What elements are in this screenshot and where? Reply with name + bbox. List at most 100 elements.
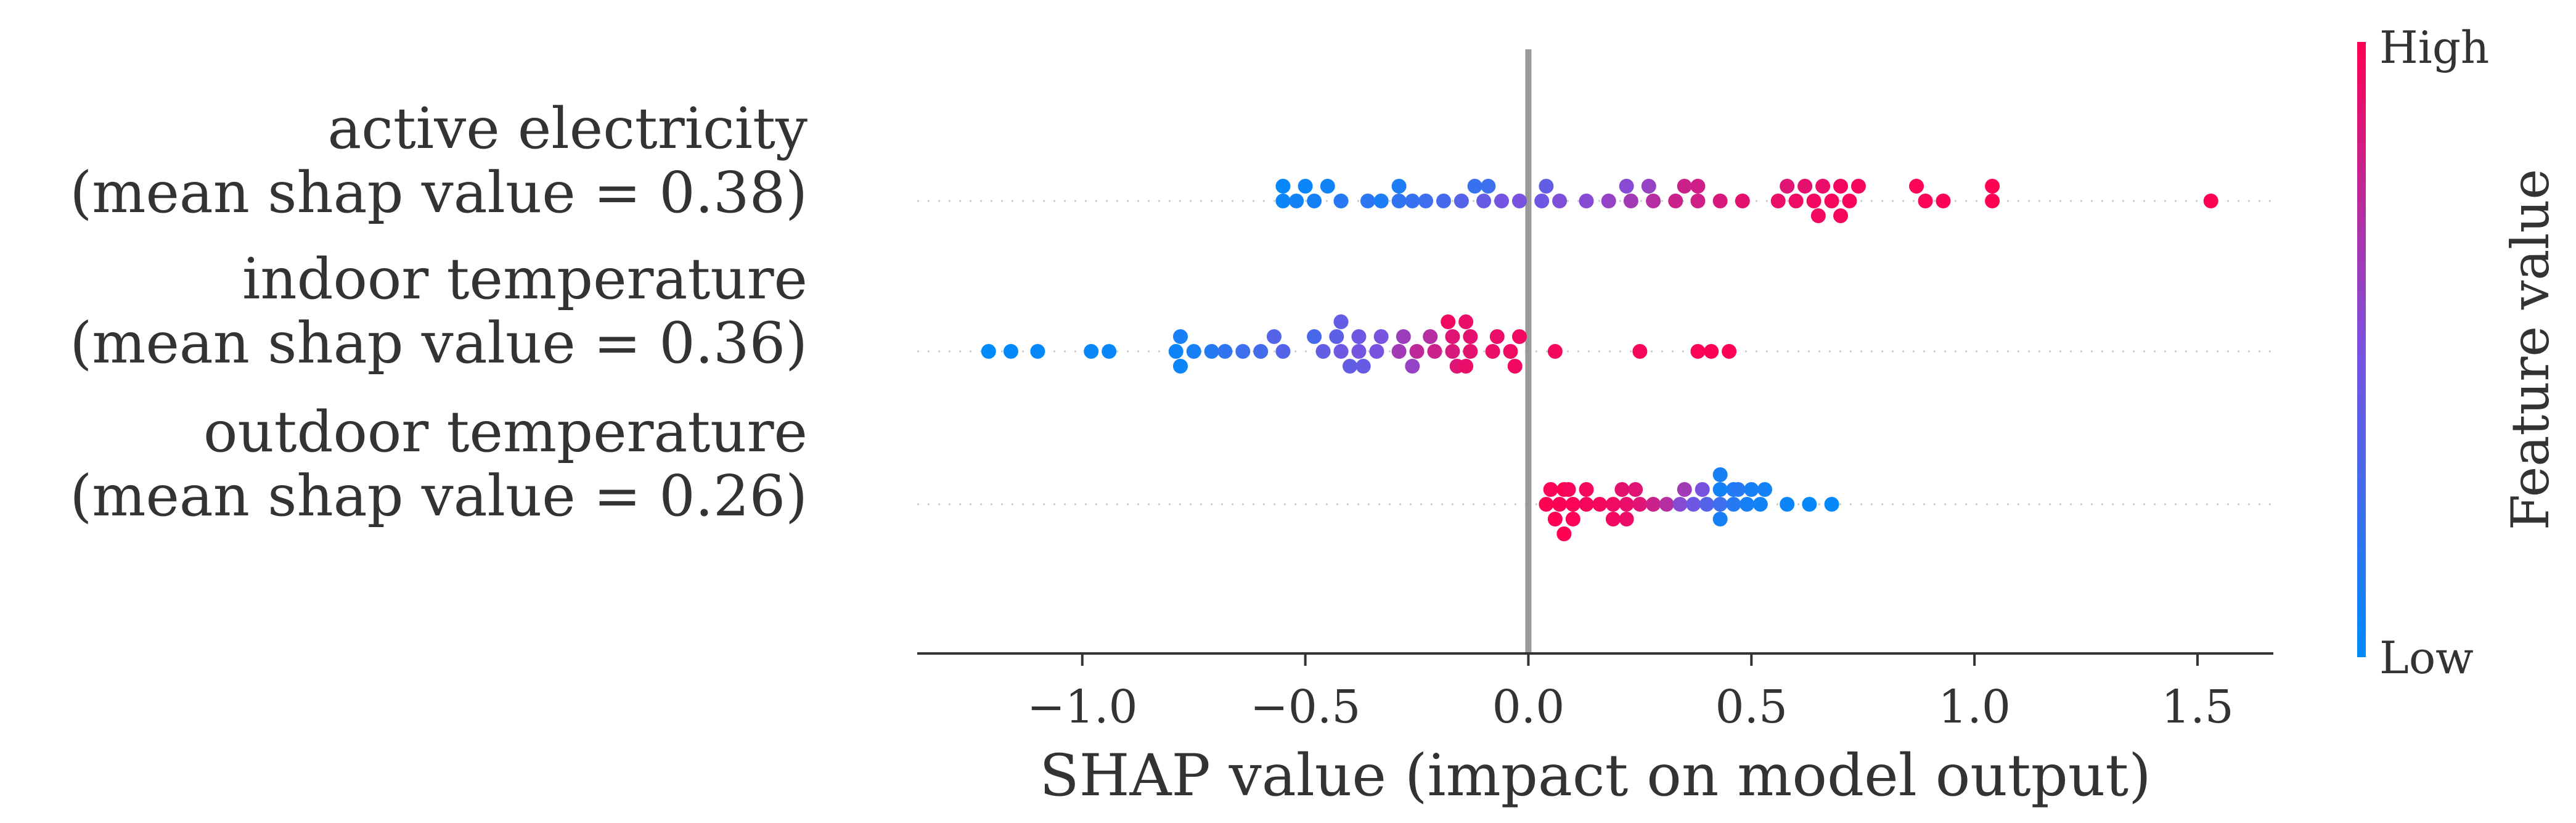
point-1 xyxy=(1373,194,1389,208)
point-1 xyxy=(2203,194,2218,208)
point-3 xyxy=(1699,497,1714,512)
point-1 xyxy=(1481,179,1496,194)
point-2 xyxy=(1030,344,1045,359)
x-tick-label: 0.5 xyxy=(1715,681,1788,734)
point-1 xyxy=(1534,194,1550,208)
point-1 xyxy=(1320,179,1335,194)
colorbar xyxy=(2357,42,2366,657)
point-1 xyxy=(1985,179,2000,194)
point-2 xyxy=(1253,344,1269,359)
point-3 xyxy=(1543,482,1558,497)
point-2 xyxy=(1351,344,1367,359)
point-2 xyxy=(1275,344,1291,359)
point-1 xyxy=(1418,194,1433,208)
point-2 xyxy=(1333,344,1349,359)
point-2 xyxy=(1441,314,1456,329)
point-1 xyxy=(1797,179,1813,194)
feature-labels: active electricity(mean shap value = 0.3… xyxy=(70,96,808,529)
point-3 xyxy=(1712,482,1728,497)
point-3 xyxy=(1646,497,1661,512)
point-3 xyxy=(1592,497,1608,512)
colorbar-low-label: Low xyxy=(2379,632,2474,684)
point-2 xyxy=(1084,344,1099,359)
x-tick-label: −0.5 xyxy=(1250,681,1361,734)
point-2 xyxy=(1172,359,1188,374)
point-2 xyxy=(1458,314,1474,329)
point-3 xyxy=(1712,467,1728,482)
point-3 xyxy=(1686,497,1701,512)
point-1 xyxy=(1668,194,1683,208)
point-1 xyxy=(1391,179,1407,194)
point-3 xyxy=(1628,482,1643,497)
point-2 xyxy=(1329,329,1344,344)
row-guide-lines xyxy=(917,200,2273,506)
point-2 xyxy=(1507,359,1523,374)
point-2 xyxy=(1632,344,1648,359)
point-3 xyxy=(1712,512,1728,526)
point-2 xyxy=(1427,344,1442,359)
colorbar-title: Feature value xyxy=(2500,169,2561,530)
point-3 xyxy=(1614,482,1630,497)
point-2 xyxy=(1217,344,1233,359)
point-1 xyxy=(1985,194,2000,208)
point-3 xyxy=(1757,482,1772,497)
point-1 xyxy=(1677,179,1692,194)
point-3 xyxy=(1547,512,1563,526)
point-2 xyxy=(1172,329,1188,344)
point-3 xyxy=(1752,497,1768,512)
point-2 xyxy=(1369,344,1384,359)
point-1 xyxy=(1275,194,1291,208)
point-1 xyxy=(1579,194,1594,208)
point-3 xyxy=(1561,482,1576,497)
point-2 xyxy=(1445,329,1460,344)
point-3 xyxy=(1605,497,1621,512)
point-2 xyxy=(1266,329,1282,344)
point-1 xyxy=(1690,194,1706,208)
point-1 xyxy=(1494,194,1510,208)
point-1 xyxy=(1833,208,1849,223)
point-2 xyxy=(1485,344,1500,359)
point-2 xyxy=(1333,314,1349,329)
point-2 xyxy=(1463,329,1478,344)
point-1 xyxy=(1936,194,1951,208)
point-2 xyxy=(1704,344,1719,359)
point-1 xyxy=(1810,208,1826,223)
point-1 xyxy=(1623,194,1638,208)
point-1 xyxy=(1539,179,1554,194)
point-3 xyxy=(1632,497,1648,512)
point-2 xyxy=(1186,344,1201,359)
point-2 xyxy=(1003,344,1018,359)
point-1 xyxy=(1770,194,1786,208)
point-1 xyxy=(1601,194,1616,208)
point-3 xyxy=(1695,482,1710,497)
point-2 xyxy=(981,344,996,359)
point-1 xyxy=(1405,194,1420,208)
x-tick-label: −1.0 xyxy=(1027,681,1138,734)
point-3 xyxy=(1740,497,1755,512)
point-2 xyxy=(1463,344,1478,359)
point-1 xyxy=(1690,179,1706,194)
point-2 xyxy=(1547,344,1563,359)
feature-mean-label-2: (mean shap value = 0.36) xyxy=(70,310,808,376)
feature-label-1: active electricity xyxy=(327,96,808,162)
point-2 xyxy=(1409,344,1425,359)
point-1 xyxy=(1712,194,1728,208)
point-3 xyxy=(1824,497,1839,512)
point-3 xyxy=(1605,512,1621,526)
point-3 xyxy=(1552,497,1568,512)
point-2 xyxy=(1396,329,1411,344)
point-1 xyxy=(1476,194,1492,208)
point-1 xyxy=(1780,179,1795,194)
point-1 xyxy=(1788,194,1804,208)
point-3 xyxy=(1565,512,1580,526)
point-3 xyxy=(1730,482,1746,497)
point-1 xyxy=(1307,194,1322,208)
point-3 xyxy=(1780,497,1795,512)
point-1 xyxy=(1909,179,1924,194)
point-2 xyxy=(1391,344,1407,359)
point-1 xyxy=(1833,179,1849,194)
point-3 xyxy=(1619,497,1634,512)
point-1 xyxy=(1436,194,1451,208)
feature-mean-label-1: (mean shap value = 0.38) xyxy=(70,160,808,226)
